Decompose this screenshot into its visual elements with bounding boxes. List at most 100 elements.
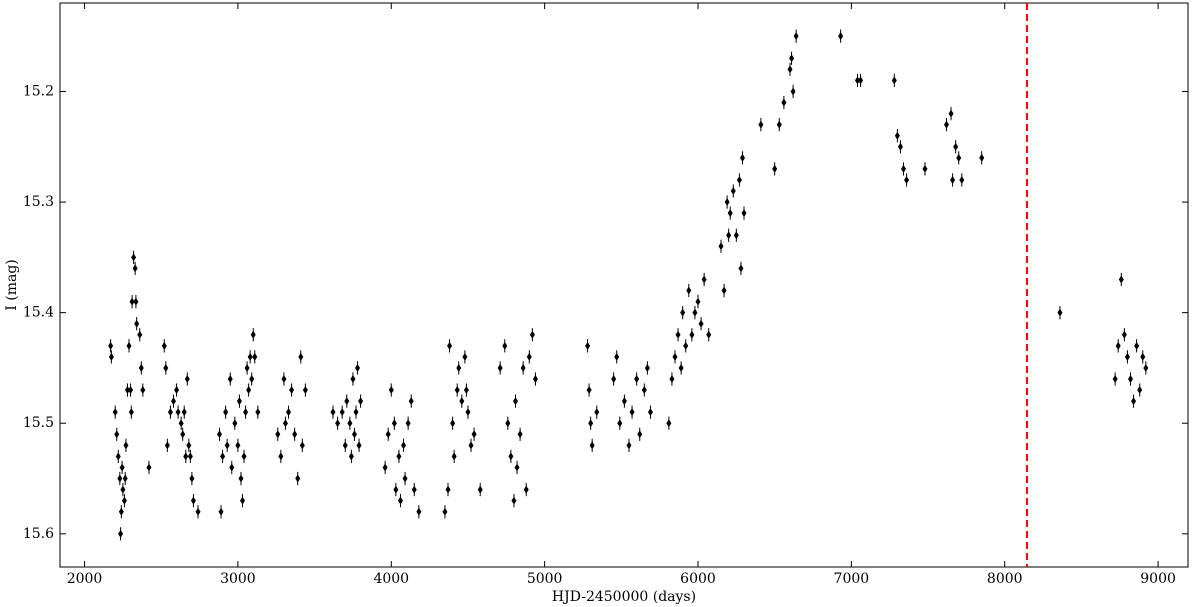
data-point: [724, 198, 730, 207]
data-point: [520, 363, 526, 372]
data-point: [588, 419, 594, 428]
data-point: [183, 452, 189, 461]
data-point: [114, 430, 120, 439]
data-point: [666, 419, 672, 428]
data-point: [388, 386, 394, 395]
data-point: [471, 430, 477, 439]
data-point: [891, 76, 897, 85]
data-point: [897, 142, 903, 151]
data-point: [164, 441, 170, 450]
x-tick-label: 2000: [67, 571, 103, 587]
data-point: [680, 308, 686, 317]
data-point: [683, 341, 689, 350]
data-point: [382, 463, 388, 472]
data-point: [594, 408, 600, 417]
data-point: [175, 408, 181, 417]
data-point: [348, 452, 354, 461]
data-point: [793, 32, 799, 41]
data-point: [758, 120, 764, 129]
data-point: [249, 375, 255, 383]
data-point: [189, 474, 195, 483]
data-point: [227, 375, 233, 383]
data-point: [402, 474, 408, 483]
data-point: [275, 430, 281, 439]
data-point: [730, 187, 736, 195]
data-point: [247, 352, 253, 361]
data-point: [356, 441, 362, 450]
data-point: [241, 452, 247, 461]
data-point: [302, 386, 308, 395]
data-point: [1143, 363, 1149, 372]
data-point: [529, 330, 535, 339]
data-point: [502, 341, 508, 350]
data-point: [445, 485, 451, 494]
data-point: [669, 375, 675, 383]
data-point: [904, 175, 910, 184]
data-point: [948, 109, 954, 118]
data-point: [589, 441, 595, 450]
data-point: [465, 408, 471, 417]
data-point: [358, 397, 364, 406]
data-point: [675, 330, 681, 339]
data-point: [138, 363, 144, 372]
data-point: [281, 375, 287, 383]
data-point: [396, 452, 402, 461]
plot-frame: [59, 2, 1189, 568]
data-point: [718, 242, 724, 251]
x-tick-label: 7000: [834, 571, 870, 587]
data-point: [224, 441, 230, 450]
data-point: [282, 419, 288, 428]
data-point: [181, 408, 187, 417]
data-point: [721, 286, 727, 295]
data-point: [229, 463, 235, 472]
data-point: [512, 397, 518, 406]
data-point: [701, 275, 707, 284]
data-point: [454, 386, 460, 395]
data-point: [617, 419, 623, 428]
data-point: [408, 397, 414, 406]
data-point: [447, 341, 453, 350]
data-point: [789, 54, 795, 63]
data-point: [235, 441, 241, 450]
data-point: [180, 430, 186, 439]
data-point: [1124, 352, 1130, 361]
data-point: [672, 352, 678, 361]
data-point: [462, 352, 468, 361]
data-point: [1137, 386, 1143, 395]
data-point: [514, 463, 520, 472]
x-tick-label: 4000: [373, 571, 409, 587]
data-point: [115, 452, 121, 461]
data-point: [468, 441, 474, 450]
data-point: [738, 264, 744, 273]
data-point: [132, 264, 138, 273]
data-point: [733, 231, 739, 240]
data-point: [411, 485, 417, 494]
data-point: [131, 253, 137, 262]
data-point: [119, 463, 125, 472]
data-point: [772, 164, 778, 173]
data-point: [585, 341, 591, 350]
data-point: [126, 341, 132, 350]
data-point: [133, 297, 139, 306]
data-point: [532, 375, 538, 383]
data-point: [776, 120, 782, 129]
data-point: [523, 485, 529, 494]
data-point: [137, 330, 143, 339]
data-point: [901, 164, 907, 173]
data-point: [353, 408, 359, 417]
data-point: [451, 452, 457, 461]
x-tick-label: 6000: [680, 571, 716, 587]
data-point: [644, 363, 650, 372]
data-point: [167, 408, 173, 417]
data-point: [187, 452, 193, 461]
data-point: [236, 397, 242, 406]
data-point: [186, 441, 192, 450]
data-point: [626, 441, 632, 450]
data-point: [393, 485, 399, 494]
y-tick-label: 15.4: [23, 305, 54, 321]
data-point: [1118, 275, 1124, 284]
data-point: [1131, 397, 1137, 406]
x-tick-label: 5000: [527, 571, 563, 587]
data-point: [123, 441, 129, 450]
